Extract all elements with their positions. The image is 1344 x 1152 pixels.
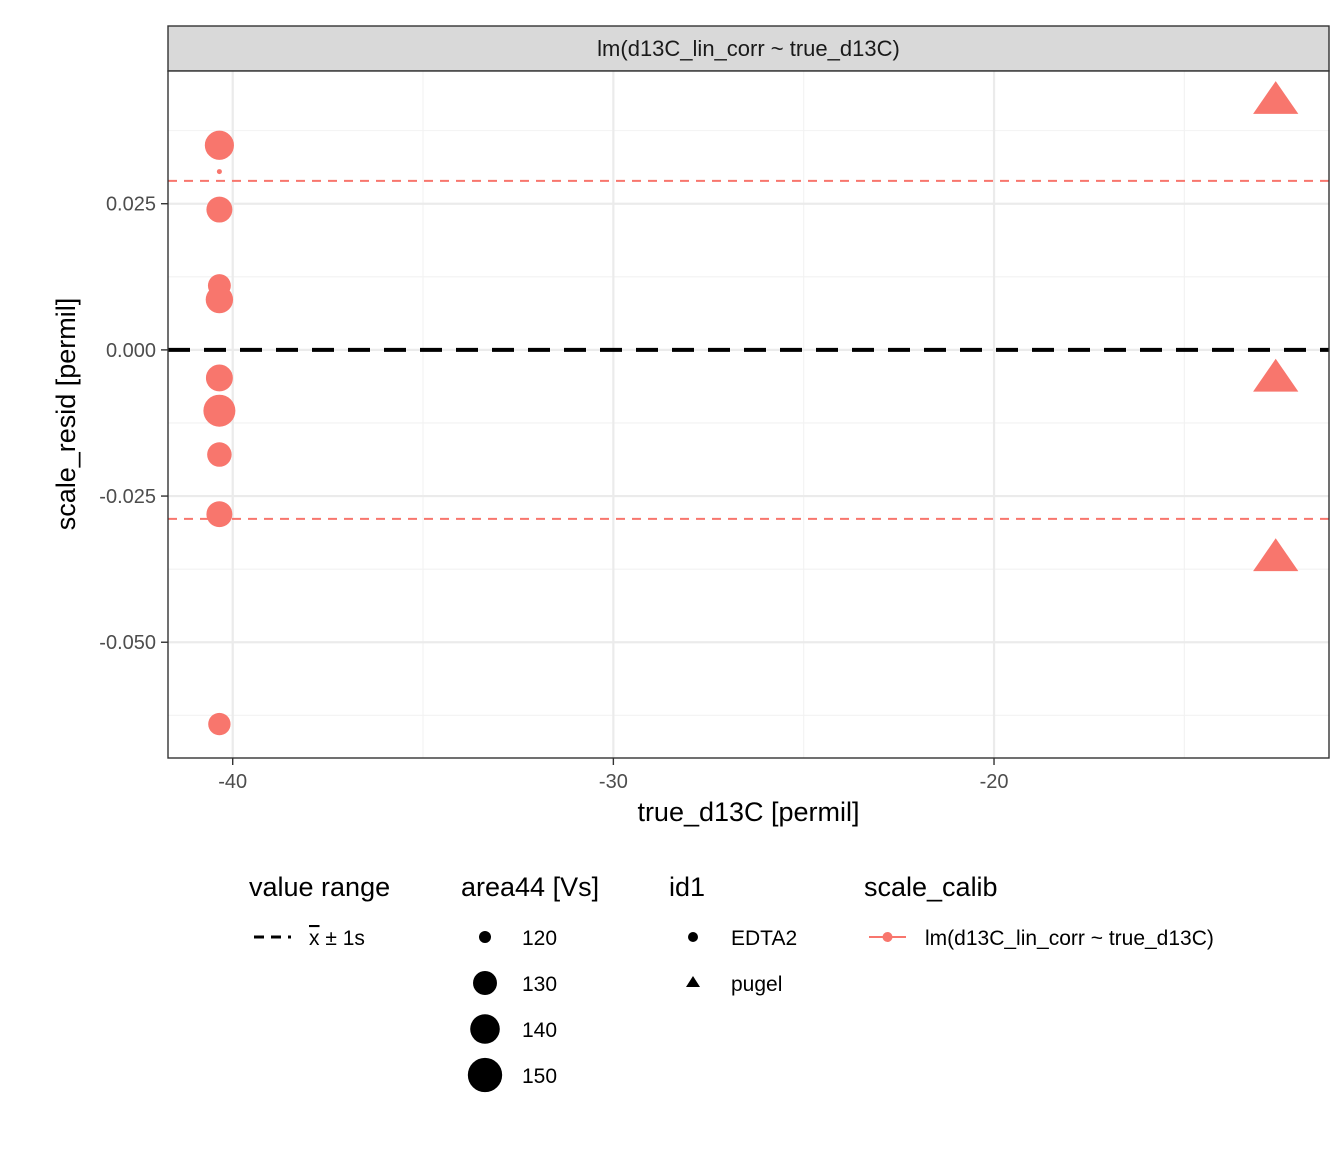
x-axis-title: true_d13C [permil] (637, 797, 859, 827)
data-point-pugel (1253, 358, 1299, 392)
y-axis-title: scale_resid [permil] (51, 298, 81, 531)
legend-calib-point-key (882, 932, 893, 942)
legend-id1-label-edta2: EDTA2 (731, 927, 797, 950)
x-tick-label: -40 (218, 771, 247, 793)
legend-value-range: value range x ± 1s (249, 872, 390, 950)
data-points (203, 81, 1299, 736)
grid-minor (168, 71, 1329, 758)
data-point-edta2 (203, 394, 236, 427)
x-tick-label: -30 (599, 771, 628, 793)
data-point-edta2 (208, 712, 231, 736)
legend-size-keys: 120 130 140 150 (467, 927, 557, 1093)
legend-plusminus-text: ± 1s (320, 927, 365, 950)
plot-panel-border (167, 70, 1330, 759)
data-point-pugel (1253, 538, 1299, 572)
legend-size-label: 130 (522, 973, 557, 996)
x-tick-label: -20 (980, 771, 1009, 793)
facet-strip-label: lm(d13C_lin_corr ~ true_d13C) (597, 36, 900, 61)
data-point-pugel (1253, 81, 1299, 114)
legend-size-label: 140 (522, 1019, 557, 1042)
facet-strip-box (167, 25, 1330, 72)
plot-panel (168, 71, 1329, 758)
y-tick-label: 0.025 (106, 194, 156, 216)
legend-size-label: 120 (522, 927, 557, 950)
y-tick-label: 0.000 (106, 340, 156, 362)
data-point-edta2 (205, 364, 233, 392)
legend-size-key (470, 1014, 500, 1044)
legend-scale-calib: scale_calib lm(d13C_lin_corr ~ true_d13C… (864, 872, 1214, 950)
data-point-edta2 (207, 442, 232, 467)
legend-size-key (479, 931, 491, 943)
legend-size-label: 150 (522, 1065, 557, 1088)
y-axis: -0.050 -0.025 0.000 0.025 (99, 194, 168, 654)
y-tick-label: -0.050 (99, 632, 156, 654)
legend-circle-key (688, 932, 698, 942)
legend: value range x ± 1s area44 [Vs] 120 130 140… (249, 872, 1214, 1093)
legend-scale-calib-title: scale_calib (864, 872, 998, 902)
y-tick-label: -0.025 (99, 486, 156, 508)
legend-xbar-symbol: x (309, 927, 320, 950)
facet-strip: lm(d13C_lin_corr ~ true_d13C) (167, 25, 1330, 72)
legend-value-range-title: value range (249, 872, 390, 902)
data-point-edta2 (206, 196, 233, 223)
x-axis: -40 -30 -20 (218, 758, 1008, 793)
legend-area44: area44 [Vs] 120 130 140 150 (461, 872, 599, 1093)
legend-id1-title: id1 (669, 872, 705, 902)
legend-area44-title: area44 [Vs] (461, 872, 599, 902)
data-point-edta2 (204, 130, 234, 160)
data-point-edta2 (216, 169, 222, 175)
data-point-edta2 (206, 501, 233, 528)
legend-size-key (467, 1057, 503, 1093)
legend-id1-label-pugel: pugel (731, 973, 782, 996)
legend-scale-calib-label: lm(d13C_lin_corr ~ true_d13C) (925, 927, 1214, 950)
legend-triangle-key (686, 976, 700, 987)
data-point-edta2 (205, 285, 234, 314)
legend-value-range-label: x ± 1s (309, 927, 365, 950)
reference-lines (168, 179, 1329, 520)
legend-id1: id1 EDTA2 pugel (669, 872, 797, 996)
legend-size-key (473, 971, 497, 995)
